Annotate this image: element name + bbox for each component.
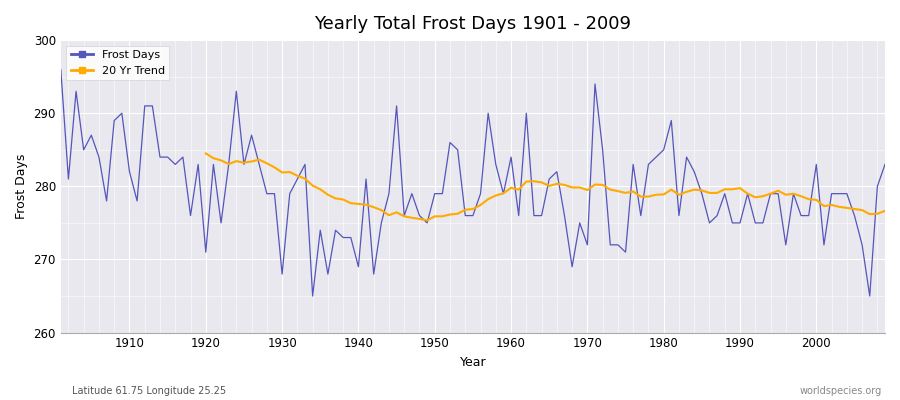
Line: Frost Days: Frost Days (61, 69, 885, 296)
X-axis label: Year: Year (460, 356, 486, 369)
20 Yr Trend (407, 215, 418, 220)
20 Yr Trend (201, 151, 212, 156)
Frost Days (116, 111, 127, 116)
20 Yr Trend (681, 190, 692, 194)
Legend: Frost Days, 20 Yr Trend: Frost Days, 20 Yr Trend (67, 46, 169, 80)
Y-axis label: Frost Days: Frost Days (15, 154, 28, 219)
20 Yr Trend (879, 208, 890, 213)
Frost Days (307, 294, 318, 298)
20 Yr Trend (292, 173, 302, 178)
Frost Days (506, 155, 517, 160)
Frost Days (605, 242, 616, 247)
Frost Days (513, 213, 524, 218)
Title: Yearly Total Frost Days 1901 - 2009: Yearly Total Frost Days 1901 - 2009 (314, 15, 632, 33)
Frost Days (284, 191, 295, 196)
Text: worldspecies.org: worldspecies.org (800, 386, 882, 396)
Frost Days (56, 67, 67, 72)
Line: 20 Yr Trend: 20 Yr Trend (206, 154, 885, 220)
Frost Days (879, 162, 890, 167)
20 Yr Trend (788, 191, 799, 196)
Frost Days (338, 235, 348, 240)
20 Yr Trend (773, 188, 784, 193)
20 Yr Trend (857, 208, 868, 212)
20 Yr Trend (422, 218, 433, 223)
Text: Latitude 61.75 Longitude 25.25: Latitude 61.75 Longitude 25.25 (72, 386, 226, 396)
